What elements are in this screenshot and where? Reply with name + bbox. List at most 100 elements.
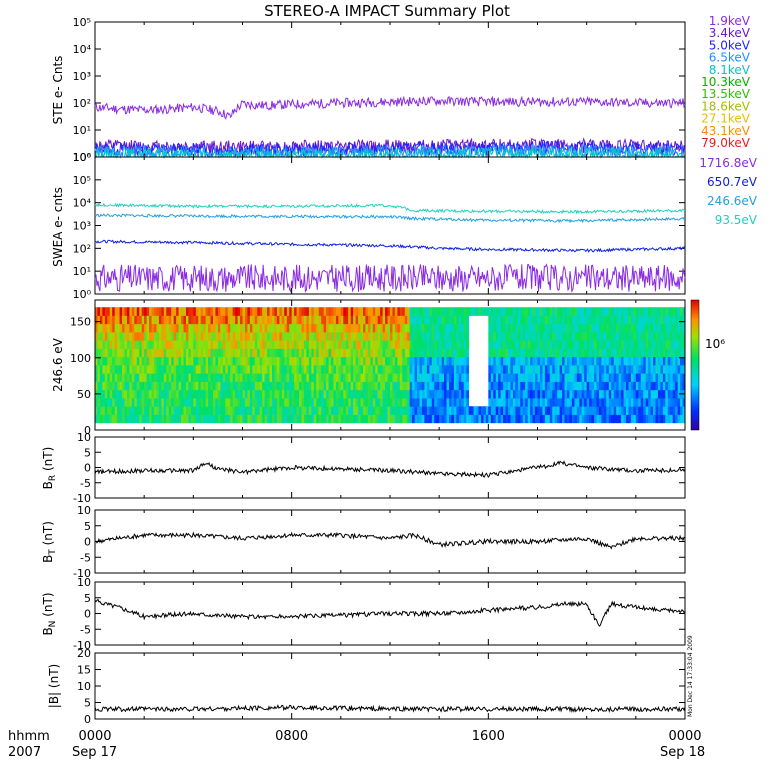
heatmap-cell: [601, 348, 605, 358]
heatmap-cell: [387, 406, 391, 415]
heatmap-cell: [311, 356, 315, 366]
heatmap-cell: [402, 356, 406, 366]
heatmap-cell: [525, 323, 529, 333]
heatmap-cell: [677, 315, 681, 325]
heatmap-cell: [109, 373, 113, 382]
heatmap-cell: [321, 373, 325, 382]
heatmap-cell: [173, 323, 177, 333]
heatmap-cell: [613, 315, 617, 325]
heatmap-cell: [601, 356, 605, 366]
heatmap-cell: [542, 340, 546, 349]
heatmap-cell: [173, 356, 177, 366]
heatmap-cell: [360, 414, 364, 424]
heatmap-cell: [643, 398, 647, 407]
heatmap-cell: [434, 398, 438, 407]
heatmap-cell: [670, 331, 674, 341]
heatmap-cell: [554, 340, 558, 349]
heatmap-cell: [466, 389, 470, 399]
heatmap-cell: [205, 406, 209, 415]
heatmap-cell: [515, 331, 519, 341]
heatmap-cell: [178, 389, 182, 399]
heatmap-cell: [183, 348, 187, 358]
heatmap-cell: [272, 331, 275, 341]
heatmap-cell: [407, 348, 411, 358]
heatmap-cell: [367, 373, 371, 382]
heatmap-cell: [166, 348, 170, 358]
heatmap-cell: [508, 315, 511, 325]
heatmap-cell: [498, 323, 502, 333]
heatmap-cell: [542, 365, 546, 374]
heatmap-cell: [385, 406, 388, 415]
heatmap-cell: [586, 373, 590, 382]
heatmap-cell: [249, 331, 253, 341]
heatmap-cell: [397, 398, 401, 407]
heatmap-cell: [109, 315, 113, 325]
heatmap-cell: [259, 406, 263, 415]
heatmap-cell: [414, 356, 418, 366]
heatmap-cell: [190, 414, 194, 424]
heatmap-cell: [97, 331, 101, 341]
heatmap-cell: [407, 356, 411, 366]
heatmap-cell: [240, 381, 243, 391]
heatmap-cell: [594, 398, 597, 407]
heatmap-cell: [431, 307, 435, 316]
heatmap-cell: [387, 398, 391, 407]
heatmap-cell: [311, 307, 315, 316]
heatmap-cell: [535, 331, 538, 341]
heatmap-cell: [648, 389, 651, 399]
heatmap-cell: [508, 356, 511, 366]
heatmap-cell: [331, 307, 334, 316]
heatmap-cell: [193, 348, 197, 358]
heatmap-cell: [308, 373, 312, 382]
heatmap-cell: [144, 381, 148, 391]
heatmap-cell: [171, 381, 175, 391]
heatmap-cell: [621, 340, 624, 349]
heatmap-cell: [512, 315, 516, 325]
heatmap-cell: [557, 398, 561, 407]
heatmap-cell: [311, 398, 315, 407]
heatmap-cell: [144, 398, 148, 407]
figure-title: STEREO-A IMPACT Summary Plot: [264, 2, 510, 20]
heatmap-cell: [198, 307, 202, 316]
heatmap-cell: [421, 348, 425, 358]
heatmap-cell: [539, 365, 543, 374]
heatmap-cell: [242, 398, 246, 407]
heatmap-cell: [508, 381, 511, 391]
heatmap-cell: [235, 373, 238, 382]
heatmap-cell: [657, 356, 661, 366]
heatmap-cell: [490, 315, 494, 325]
heatmap-cell: [456, 414, 460, 424]
heatmap-cell: [358, 389, 361, 399]
heatmap-cell: [124, 389, 128, 399]
heatmap-cell: [166, 365, 170, 374]
heatmap-cell: [640, 356, 644, 366]
year-label: 2007: [8, 745, 41, 760]
heatmap-cell: [259, 356, 263, 366]
heatmap-cell: [645, 340, 649, 349]
heatmap-cell: [112, 307, 116, 316]
heatmap-cell: [382, 398, 386, 407]
heatmap-cell: [323, 307, 327, 316]
heatmap-cell: [657, 340, 661, 349]
heatmap-cell: [291, 381, 295, 391]
heatmap-cell: [539, 381, 543, 391]
heatmap-cell: [350, 398, 354, 407]
heatmap-cell: [328, 365, 332, 374]
heatmap-cell: [188, 356, 192, 366]
heatmap-cell: [633, 389, 637, 399]
heatmap-cell: [522, 406, 526, 415]
heatmap-cell: [655, 406, 659, 415]
heatmap-cell: [318, 414, 322, 424]
heatmap-cell: [183, 365, 187, 374]
heatmap-cell: [402, 331, 406, 341]
heatmap-cell: [335, 398, 339, 407]
heatmap-cell: [247, 414, 251, 424]
heatmap-cell: [213, 406, 216, 415]
heatmap-cell: [338, 356, 342, 366]
heatmap-cell: [262, 331, 266, 341]
heatmap-cell: [237, 414, 241, 424]
heatmap-cell: [512, 331, 516, 341]
heatmap-cell: [222, 315, 226, 325]
heatmap-cell: [109, 389, 113, 399]
heatmap-cell: [350, 373, 354, 382]
